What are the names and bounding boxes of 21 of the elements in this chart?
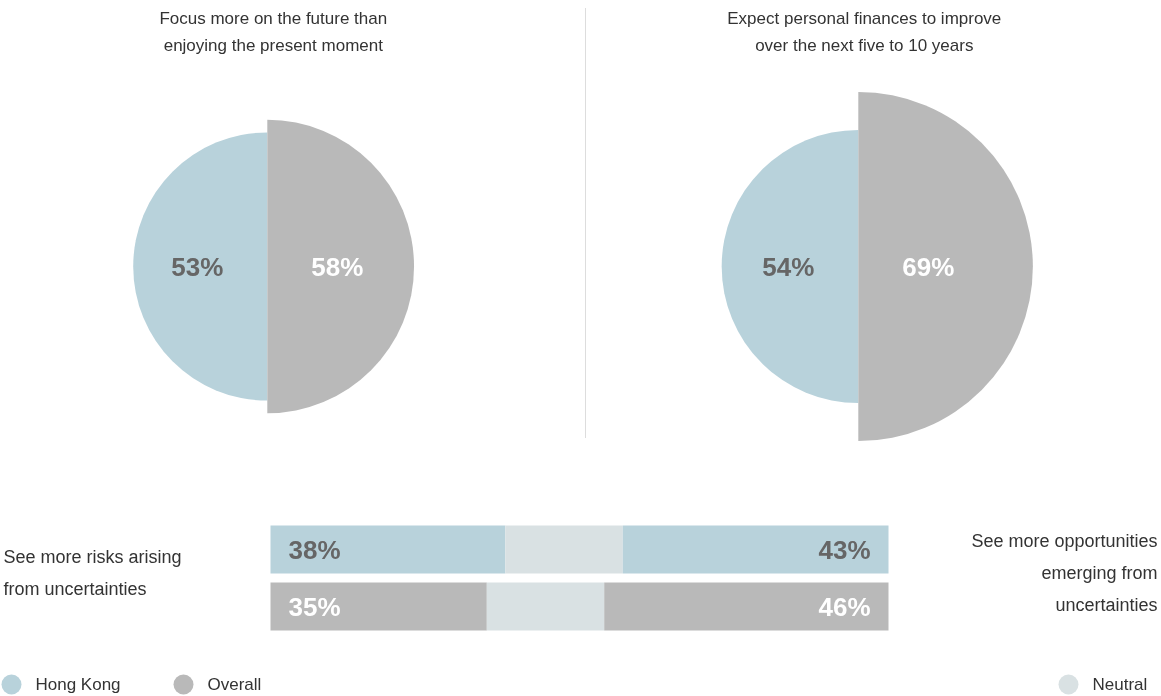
- text: See more risks arising from uncertainties: [3, 546, 182, 599]
- bar: [270, 582, 487, 631]
- data-label: 69%: [902, 251, 955, 282]
- data-label: 43%: [818, 534, 871, 565]
- bar: [622, 525, 889, 574]
- data-label: 58%: [311, 251, 364, 282]
- data-label: 46%: [818, 591, 871, 622]
- data-label: 54%: [762, 251, 815, 282]
- text: See more opportunities emerging from uncertainties: [971, 530, 1158, 615]
- bar: [604, 582, 889, 631]
- legend-label: Hong Kong: [35, 675, 121, 694]
- bar: [270, 525, 506, 574]
- bar: [486, 582, 605, 631]
- legend-label: Overall: [207, 675, 262, 694]
- data-label: 35%: [288, 591, 341, 622]
- text: Expect personal finances to improve over the next five to 10 years: [727, 9, 1002, 55]
- bar: [505, 525, 623, 574]
- data-label: 38%: [288, 534, 341, 565]
- text: Focus more on the future than enjoying the present moment: [159, 9, 388, 55]
- data-label: 53%: [171, 251, 224, 282]
- legend-label: Neutral: [1092, 675, 1148, 694]
